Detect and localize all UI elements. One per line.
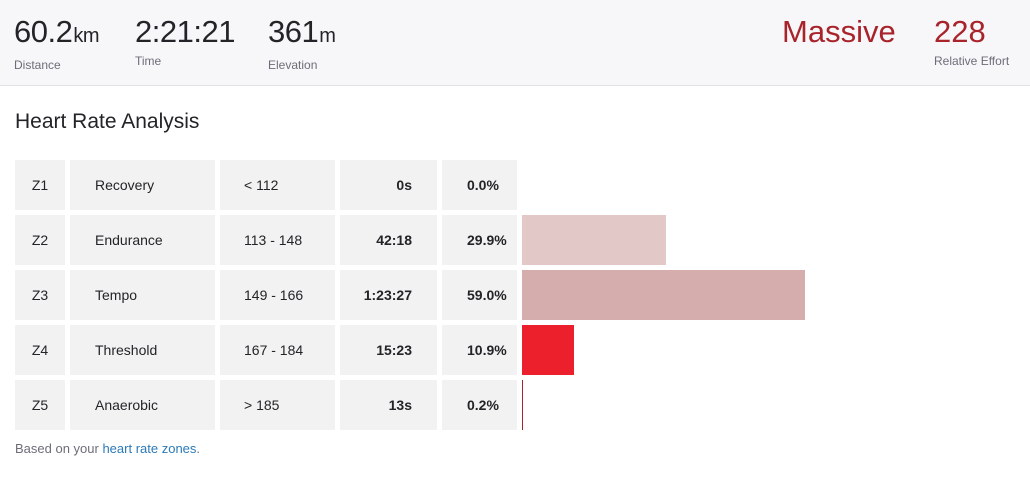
zone-row: Z4 Threshold 167 - 184 15:23 10.9% <box>15 325 1015 375</box>
heart-rate-zones-link[interactable]: heart rate zones <box>102 441 197 456</box>
zone-range: 167 - 184 <box>220 325 335 375</box>
footnote-suffix: . <box>196 441 201 456</box>
zone-row: Z5 Anaerobic > 185 13s 0.2% <box>15 380 1015 430</box>
zone-row: Z2 Endurance 113 - 148 42:18 29.9% <box>15 215 1015 265</box>
elevation-value: 361 <box>268 14 319 49</box>
zone-bar <box>522 215 666 265</box>
zone-bar-track <box>522 270 1002 320</box>
zone-bar <box>522 325 575 375</box>
zone-percent: 59.0% <box>442 270 517 320</box>
distance-value-line: 60.2km <box>14 14 100 54</box>
zone-bar <box>522 270 806 320</box>
zone-time: 15:23 <box>340 325 437 375</box>
zone-id: Z2 <box>15 215 65 265</box>
elevation-unit: m <box>319 25 336 47</box>
elevation-label: Elevation <box>268 58 318 72</box>
zone-id: Z5 <box>15 380 65 430</box>
zone-id: Z1 <box>15 160 65 210</box>
zone-bar-track <box>522 380 1002 430</box>
distance-label: Distance <box>14 58 61 72</box>
effort-word: Massive <box>782 14 896 49</box>
distance-stat: 60.2km Distance <box>14 14 100 72</box>
zone-id: Z4 <box>15 325 65 375</box>
zone-percent: 0.0% <box>442 160 517 210</box>
zone-name: Endurance <box>70 215 215 265</box>
time-label: Time <box>135 54 162 68</box>
zone-name: Recovery <box>70 160 215 210</box>
zone-range: 113 - 148 <box>220 215 335 265</box>
zone-range: 149 - 166 <box>220 270 335 320</box>
zone-bar <box>522 380 523 430</box>
zone-row: Z1 Recovery < 112 0s 0.0% <box>15 160 1015 210</box>
zone-row: Z3 Tempo 149 - 166 1:23:27 59.0% <box>15 270 1015 320</box>
distance-unit: km <box>73 25 100 47</box>
zone-percent: 0.2% <box>442 380 517 430</box>
elevation-stat: 361m Elevation <box>268 14 336 72</box>
zone-time: 13s <box>340 380 437 430</box>
relative-effort-value: 228 <box>934 14 986 49</box>
zone-time: 42:18 <box>340 215 437 265</box>
footnote-prefix: Based on your <box>15 441 103 456</box>
zone-name: Anaerobic <box>70 380 215 430</box>
zone-time: 1:23:27 <box>340 270 437 320</box>
zone-name: Threshold <box>70 325 215 375</box>
zone-range: < 112 <box>220 160 335 210</box>
zone-id: Z3 <box>15 270 65 320</box>
relative-effort-stat: 228 Relative Effort <box>934 14 1009 68</box>
relative-effort-label: Relative Effort <box>934 54 1010 68</box>
time-value: 2:21:21 <box>135 14 235 49</box>
zone-percent: 10.9% <box>442 325 517 375</box>
elevation-value-line: 361m <box>268 14 336 54</box>
zone-time: 0s <box>340 160 437 210</box>
zone-bar-track <box>522 215 1002 265</box>
zone-percent: 29.9% <box>442 215 517 265</box>
footnote: Based on your heart rate zones. <box>15 441 200 456</box>
activity-summary: 60.2km Distance 2:21:21 Time 361m Elevat… <box>0 0 1030 86</box>
zone-bar-track <box>522 160 1002 210</box>
distance-value: 60.2 <box>14 14 73 49</box>
zone-range: > 185 <box>220 380 335 430</box>
time-stat: 2:21:21 Time <box>135 14 235 68</box>
section-title: Heart Rate Analysis <box>15 110 200 133</box>
zone-bar-track <box>522 325 1002 375</box>
zone-name: Tempo <box>70 270 215 320</box>
